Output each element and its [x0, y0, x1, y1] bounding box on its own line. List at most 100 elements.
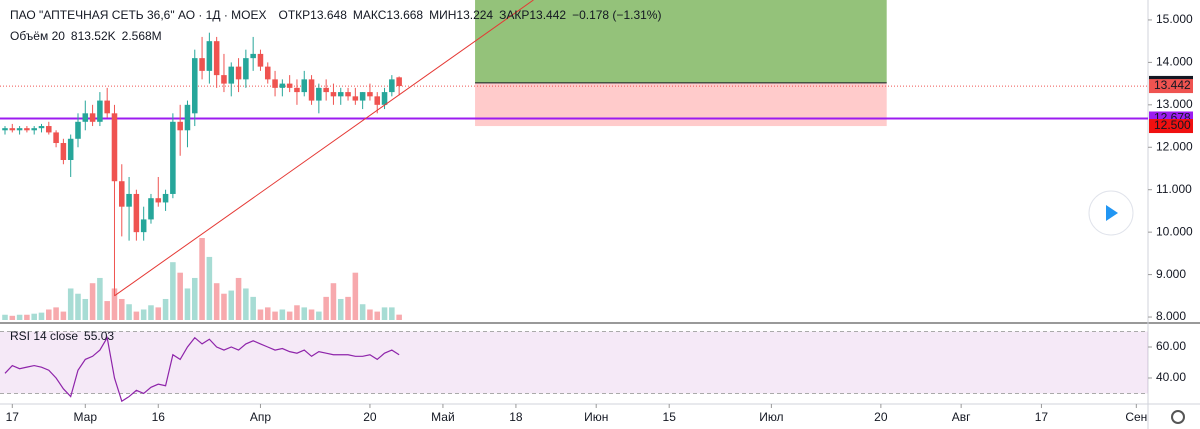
y-tick-label: 15.000	[1156, 12, 1193, 26]
candle-body	[53, 132, 59, 144]
candle-body	[286, 83, 293, 88]
candle-body	[308, 79, 315, 101]
trendline	[114, 0, 534, 297]
price-label-box	[1149, 79, 1193, 94]
candle-body	[170, 121, 176, 194]
volume-bar	[352, 272, 359, 320]
volume-bar	[148, 305, 154, 320]
candle-body	[389, 79, 395, 93]
play-button[interactable]	[1088, 190, 1134, 236]
candle-body	[82, 113, 89, 122]
candle-body	[279, 83, 286, 88]
volume-bar	[206, 256, 213, 320]
candle-body	[330, 92, 337, 97]
candle-body	[323, 87, 329, 93]
volume-bar	[16, 314, 23, 320]
volume-bar	[323, 296, 329, 320]
candle-body	[337, 92, 344, 97]
x-tick-label: 16	[152, 410, 166, 424]
volume-bar	[308, 309, 315, 320]
volume-ma: 2.568M	[122, 29, 162, 43]
field-label: ОТКР	[279, 8, 311, 22]
volume-bar	[213, 283, 220, 320]
candle-body	[148, 198, 154, 220]
volume-bar	[345, 296, 351, 320]
candle-body	[111, 113, 118, 182]
volume-bar	[133, 311, 140, 320]
volume-bar	[330, 283, 337, 320]
change: −0.178 (−1.31%)	[572, 8, 661, 22]
candle-body	[301, 79, 308, 93]
volume-bar	[104, 301, 110, 320]
volume-bar	[316, 311, 322, 320]
gear-icon[interactable]	[1171, 410, 1185, 424]
candle-body	[250, 53, 256, 59]
y-tick-label: 11.000	[1156, 182, 1192, 196]
volume-bar	[221, 293, 227, 320]
volume-bar	[337, 298, 344, 320]
volume-bar	[155, 307, 162, 320]
candle-body	[221, 75, 227, 84]
volume-bar	[119, 298, 125, 320]
y-tick-label: 9.000	[1156, 267, 1186, 281]
volume-bar	[111, 288, 118, 320]
candle-body	[38, 126, 45, 129]
candle-body	[359, 92, 366, 101]
candle-body	[140, 219, 147, 233]
x-tick-label: Апр	[250, 410, 272, 424]
field-value: 13.224	[456, 8, 493, 22]
candle-body	[191, 58, 198, 114]
candle-body	[257, 53, 264, 67]
candle-body	[396, 77, 402, 87]
x-tick-label: 20	[363, 410, 377, 424]
volume-bar	[243, 288, 249, 320]
candle-body	[75, 121, 81, 139]
candle-body	[24, 128, 30, 131]
candle-body	[235, 66, 242, 80]
candle-body	[345, 92, 351, 97]
y-tick-label: 14.000	[1156, 55, 1193, 69]
volume-bar	[367, 309, 373, 320]
volume-bar	[38, 312, 45, 320]
x-tick-label: 17	[6, 410, 20, 424]
candle-body	[184, 104, 191, 131]
volume-bar	[140, 309, 147, 320]
price-label-box	[1149, 119, 1193, 134]
chart-title: ПАО "АПТЕЧНАЯ СЕТЬ 36,6" АО · 1Д · MOEX	[10, 8, 267, 22]
candle-body	[316, 87, 322, 101]
candle-body	[213, 41, 220, 76]
candle-body	[177, 121, 183, 131]
volume-bar	[250, 296, 256, 320]
volume-bar	[170, 262, 176, 320]
candle-body	[104, 100, 110, 114]
volume-bar	[184, 288, 191, 320]
volume-bar	[24, 314, 30, 320]
volume-bar	[235, 277, 242, 320]
volume-bar	[264, 307, 271, 320]
y-tick-label: 12.000	[1156, 139, 1193, 153]
volume-bar	[381, 307, 388, 320]
field-label: МАКС	[353, 8, 387, 22]
rsi-tick-label: 40.00	[1156, 370, 1186, 384]
settings-button[interactable]	[1171, 410, 1185, 424]
volume-name: Объём 20	[10, 29, 65, 43]
price-label: 12.500	[1154, 118, 1191, 132]
volume-bar	[97, 277, 103, 320]
play-icon[interactable]	[1106, 205, 1118, 221]
volume-bar	[67, 288, 74, 320]
y-tick-label: 13.000	[1156, 97, 1193, 111]
candle-body	[243, 58, 249, 80]
candle-body	[199, 58, 205, 71]
volume-bar	[228, 290, 235, 320]
rsi-value: 55.03	[84, 329, 114, 343]
volume-bar	[60, 311, 67, 320]
candle-body	[9, 128, 16, 131]
x-tick-label: 18	[509, 410, 523, 424]
x-tick-label: 17	[1035, 410, 1049, 424]
volume-bar	[374, 311, 381, 320]
candle-body	[31, 128, 37, 131]
profit-zone	[475, 0, 887, 83]
candle-body	[162, 193, 169, 203]
x-tick-label: Мар	[74, 410, 98, 424]
